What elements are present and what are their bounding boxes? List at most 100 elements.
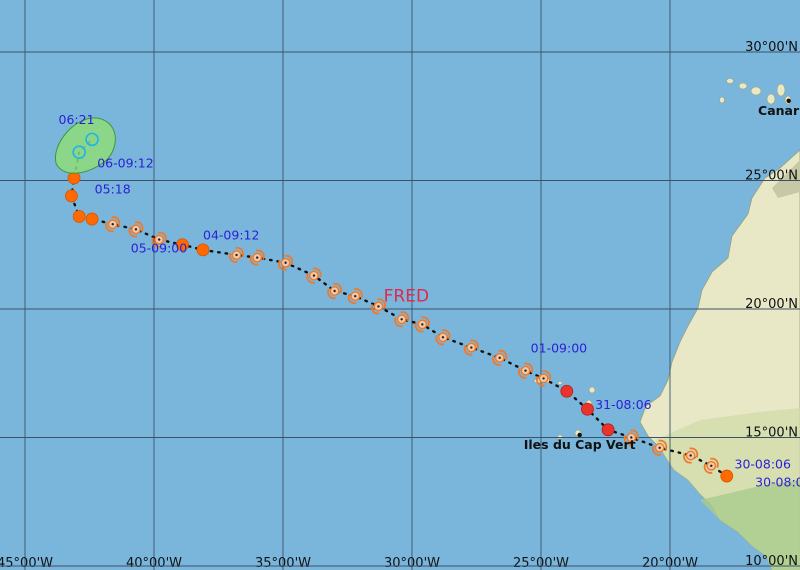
depression-icon[interactable]: [370, 298, 386, 315]
place-label: Iles du Cap Vert: [524, 437, 636, 452]
place-label: Canaries: [758, 103, 800, 118]
storm-marker[interactable]: [65, 189, 78, 203]
track-time-label: 04-09:12: [203, 228, 259, 243]
depression-arm: [623, 435, 633, 446]
depression-arm: [441, 329, 451, 340]
depression-icon[interactable]: [128, 221, 144, 238]
depression-icon[interactable]: [414, 316, 430, 333]
depression-arm: [158, 231, 167, 242]
depression-center: [312, 274, 316, 277]
depression-center: [498, 356, 501, 360]
forecast-position-marker[interactable]: [85, 132, 99, 147]
depression-arm: [370, 304, 380, 315]
depression-arm: [524, 362, 534, 374]
track-markers[interactable]: [65, 171, 734, 483]
depression-arm: [542, 370, 552, 381]
depression-icon[interactable]: [623, 429, 639, 446]
depression-icon[interactable]: [463, 339, 479, 356]
depression-arm: [536, 376, 545, 387]
hurricane-marker[interactable]: [601, 423, 615, 437]
depression-center: [542, 377, 545, 380]
storm-marker[interactable]: [85, 212, 99, 226]
depression-center: [524, 369, 527, 372]
depression-arm: [394, 316, 403, 328]
depression-icon[interactable]: [652, 439, 668, 456]
depression-arm: [327, 288, 336, 300]
depression-arm: [463, 345, 473, 356]
depression-arm: [235, 247, 245, 258]
depression-center: [470, 346, 473, 349]
depression-center: [689, 454, 692, 457]
depression-icon[interactable]: [229, 247, 245, 264]
depression-arm: [111, 216, 121, 227]
depression-arm: [249, 255, 259, 266]
longitude-label: 45°00'W: [0, 556, 53, 570]
depression-icon[interactable]: [306, 267, 322, 284]
depression-center: [111, 222, 114, 226]
depression-arm: [284, 254, 294, 266]
atlas-relief: [772, 160, 800, 198]
track-time-label: 31-08:06: [595, 397, 651, 412]
depression-arm: [689, 447, 699, 458]
depression-arm: [652, 445, 661, 456]
depression-arm: [518, 368, 527, 379]
depression-center: [333, 289, 336, 293]
longitude-label: 40°00'W: [126, 556, 182, 570]
depression-icon[interactable]: [703, 457, 719, 474]
depression-icon[interactable]: [435, 329, 451, 346]
depression-center: [134, 228, 138, 231]
depression-center: [256, 256, 259, 259]
storm-marker[interactable]: [175, 238, 189, 252]
track-time-label: 01-09:00: [531, 341, 587, 356]
storm-marker[interactable]: [196, 243, 210, 257]
depression-icon[interactable]: [347, 288, 363, 305]
storm-marker[interactable]: [72, 210, 86, 223]
longitude-label: 35°00'W: [255, 556, 311, 570]
depression-icon[interactable]: [249, 249, 265, 266]
depression-center: [710, 464, 713, 467]
forecast-cone[interactable]: [54, 117, 116, 174]
depression-icon[interactable]: [683, 447, 699, 464]
depression-icon[interactable]: [492, 349, 508, 366]
depression-arm: [306, 273, 316, 284]
depression-icon[interactable]: [394, 311, 410, 328]
storm-marker[interactable]: [720, 469, 734, 483]
depression-center: [157, 238, 161, 241]
depression-arm: [354, 288, 363, 299]
depression-arm: [492, 355, 501, 366]
depression-arm: [312, 267, 322, 278]
depression-arm: [377, 298, 386, 309]
forest-vegetation: [700, 480, 800, 570]
latitude-label: 15°00'N: [745, 426, 798, 441]
hurricane-marker[interactable]: [560, 384, 574, 398]
depression-center: [377, 305, 380, 308]
map-labels: 30-08:00 30-08:06 31-08:06 01-09:00 04-09:12…: [59, 98, 800, 489]
latitude-label: 30°00'N: [745, 40, 798, 55]
depression-icon[interactable]: [518, 362, 534, 379]
depression-arm: [658, 439, 668, 451]
track-time-label: 06:21: [59, 112, 95, 127]
storm-name-label: FRED: [384, 286, 429, 306]
forecast-area[interactable]: [54, 117, 116, 174]
depression-arm: [333, 283, 343, 294]
depression-icon[interactable]: [151, 231, 167, 248]
track-time-label: 30-08:06: [735, 456, 791, 471]
depression-icon[interactable]: [327, 283, 343, 300]
storm-marker[interactable]: [67, 171, 81, 185]
depression-icon[interactable]: [278, 254, 294, 271]
depression-arm: [256, 249, 265, 260]
depression-icon[interactable]: [105, 216, 121, 233]
depression-center: [235, 253, 238, 257]
forecast-position-marker[interactable]: [72, 145, 86, 160]
depression-center: [354, 294, 357, 298]
depression-icon[interactable]: [536, 370, 552, 387]
depression-center: [421, 323, 424, 326]
hurricane-marker[interactable]: [581, 402, 594, 416]
depression-arm: [498, 349, 508, 361]
depression-arm: [134, 221, 144, 232]
depression-arm: [630, 429, 639, 440]
latitude-label: 10°00'N: [745, 554, 798, 569]
place-dot: [786, 98, 791, 104]
